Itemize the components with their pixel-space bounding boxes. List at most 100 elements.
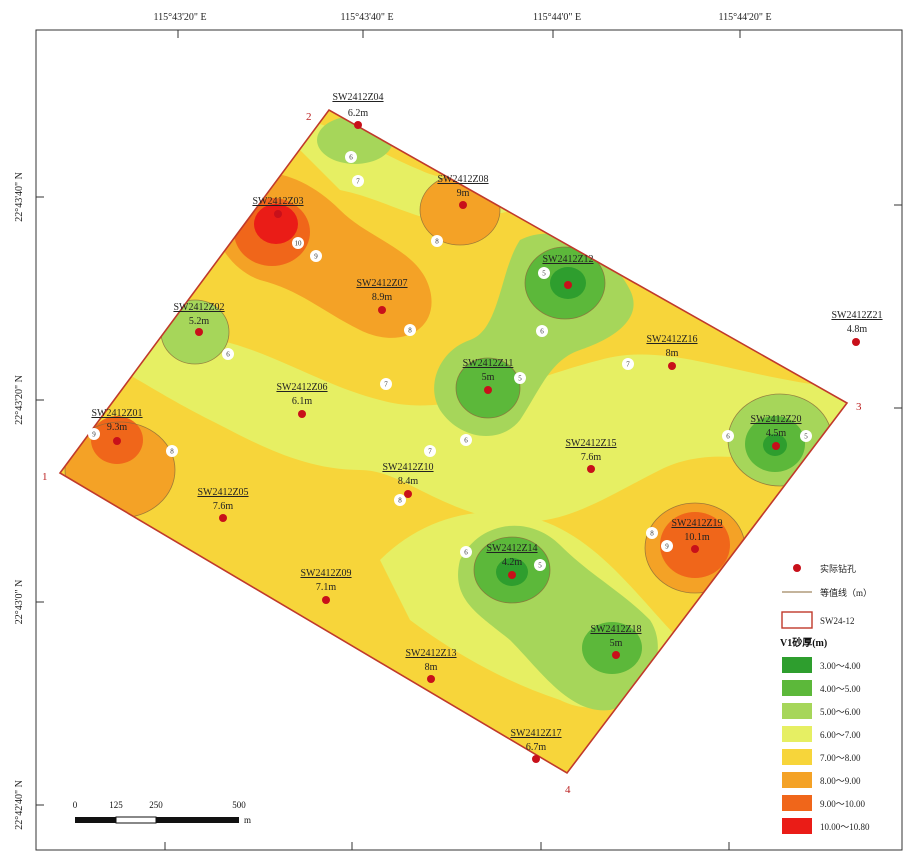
svg-text:6: 6 [226,351,230,359]
borehole-marker [691,545,699,553]
corner-label: 3 [856,401,862,413]
contour-label: 5 [534,559,546,571]
borehole-id: SW2412Z21 [831,310,882,321]
legend-title: V1砂厚(m) [780,636,827,649]
borehole-depth: 7.1m [316,582,337,593]
borehole-marker [852,338,860,346]
legend-borehole-symbol [793,564,801,572]
svg-text:7: 7 [356,178,360,186]
borehole-id: SW2412Z14 [486,543,537,554]
borehole-depth: 4.8m [847,324,868,335]
svg-text:5: 5 [804,433,808,441]
contour-label: 10 [292,237,304,249]
borehole-marker [772,442,780,450]
corner-labels: 1 2 3 4 [42,111,862,796]
legend-borehole-label: 实际钻孔 [820,563,856,574]
borehole-id: SW2412Z03 [252,196,303,207]
borehole-marker [459,201,467,209]
contour-label: 6 [222,348,234,360]
borehole-marker [612,651,620,659]
svg-text:5: 5 [518,375,522,383]
legend-class-label: 8.00～9.00 [820,776,861,786]
lon-label: 115°44'0" E [533,12,581,23]
contour-label: 6 [536,325,548,337]
svg-text:6: 6 [349,154,353,162]
svg-text:6: 6 [464,549,468,557]
borehole-id: SW2412Z12 [542,254,593,265]
borehole-id: SW2412Z02 [173,302,224,313]
legend-class-label: 7.00～8.00 [820,753,861,763]
scale-unit: m [244,815,251,825]
legend-boundary-symbol [781,611,813,629]
contour-label: 6 [460,546,472,558]
borehole-depth: 4.5m [766,428,787,439]
contour-label: 7 [622,358,634,370]
borehole-marker [564,281,572,289]
lat-label: 22°43'40" N [14,172,25,222]
legend-class-label: 3.00～4.00 [820,661,861,671]
contour-label: 8 [404,324,416,336]
lat-label: 22°43'0" N [14,580,25,625]
contour-label: 8 [166,445,178,457]
svg-text:6: 6 [464,437,468,445]
contour-label: 7 [352,175,364,187]
legend-contour-label: 等值线（m） [820,587,872,598]
borehole-depth: 8m [425,662,438,673]
borehole-marker [404,490,412,498]
borehole-depth: 5m [482,372,495,383]
borehole-marker [195,328,203,336]
borehole-depth: 6.2m [348,108,369,119]
contour-label: 6 [722,430,734,442]
lon-label: 115°43'20" E [153,12,206,23]
scale-tick-label: 500 [232,800,246,810]
borehole-marker [484,386,492,394]
borehole-marker [298,410,306,418]
lon-label: 115°43'40" E [340,12,393,23]
survey-boundary [58,108,849,775]
legend-class-label: 10.00～10.80 [820,822,870,832]
legend-class-label: 4.00～5.00 [820,684,861,694]
contour-label: 6 [345,151,357,163]
borehole-depth: 8.9m [372,292,393,303]
borehole-depth: 7.6m [581,452,602,463]
borehole-id: SW2412Z04 [332,92,383,103]
contour-label: 5 [538,267,550,279]
svg-text:8: 8 [170,448,174,456]
borehole-id: SW2412Z11 [463,358,514,369]
svg-text:7: 7 [626,361,630,369]
svg-text:8: 8 [408,327,412,335]
borehole-depth: 10.1m [684,532,710,543]
contour-label: 6 [460,434,472,446]
legend-swatch [782,657,812,673]
borehole-marker [587,465,595,473]
borehole-id: SW2412Z05 [197,487,248,498]
legend-boundary-label: SW24-12 [820,616,855,626]
frame-ticks [36,30,902,850]
scale-bar: 0 125 250 500 m [73,800,251,825]
borehole-marker [378,306,386,314]
legend: 实际钻孔 等值线（m） SW24-12 V1砂厚(m) 3.00～4.00 4.… [770,549,900,849]
scale-tick-label: 0 [73,800,78,810]
contour-value-labels: 6 7 8 10 9 5 6 8 6 7 5 7 6 7 9 8 6 5 8 6… [88,151,812,571]
contour-label: 7 [424,445,436,457]
borehole-depth: 6.7m [526,742,547,753]
borehole-id: SW2412Z19 [671,518,722,529]
svg-text:9: 9 [92,431,96,439]
borehole-depth: 7.6m [213,501,234,512]
borehole-id: SW2412Z08 [437,174,488,185]
borehole-id: SW2412Z20 [750,414,801,425]
contour-label: 9 [88,428,100,440]
borehole-marker [532,755,540,763]
borehole-marker [354,121,362,129]
borehole-id: SW2412Z01 [91,408,142,419]
svg-text:8: 8 [650,530,654,538]
legend-swatch [782,680,812,696]
svg-text:10: 10 [295,240,303,248]
contour-label: 5 [800,430,812,442]
borehole-id: SW2412Z06 [276,382,327,393]
legend-swatch [782,772,812,788]
svg-text:7: 7 [428,448,432,456]
borehole-depth: 9.3m [107,422,128,433]
legend-swatch [782,749,812,765]
svg-text:5: 5 [538,562,542,570]
